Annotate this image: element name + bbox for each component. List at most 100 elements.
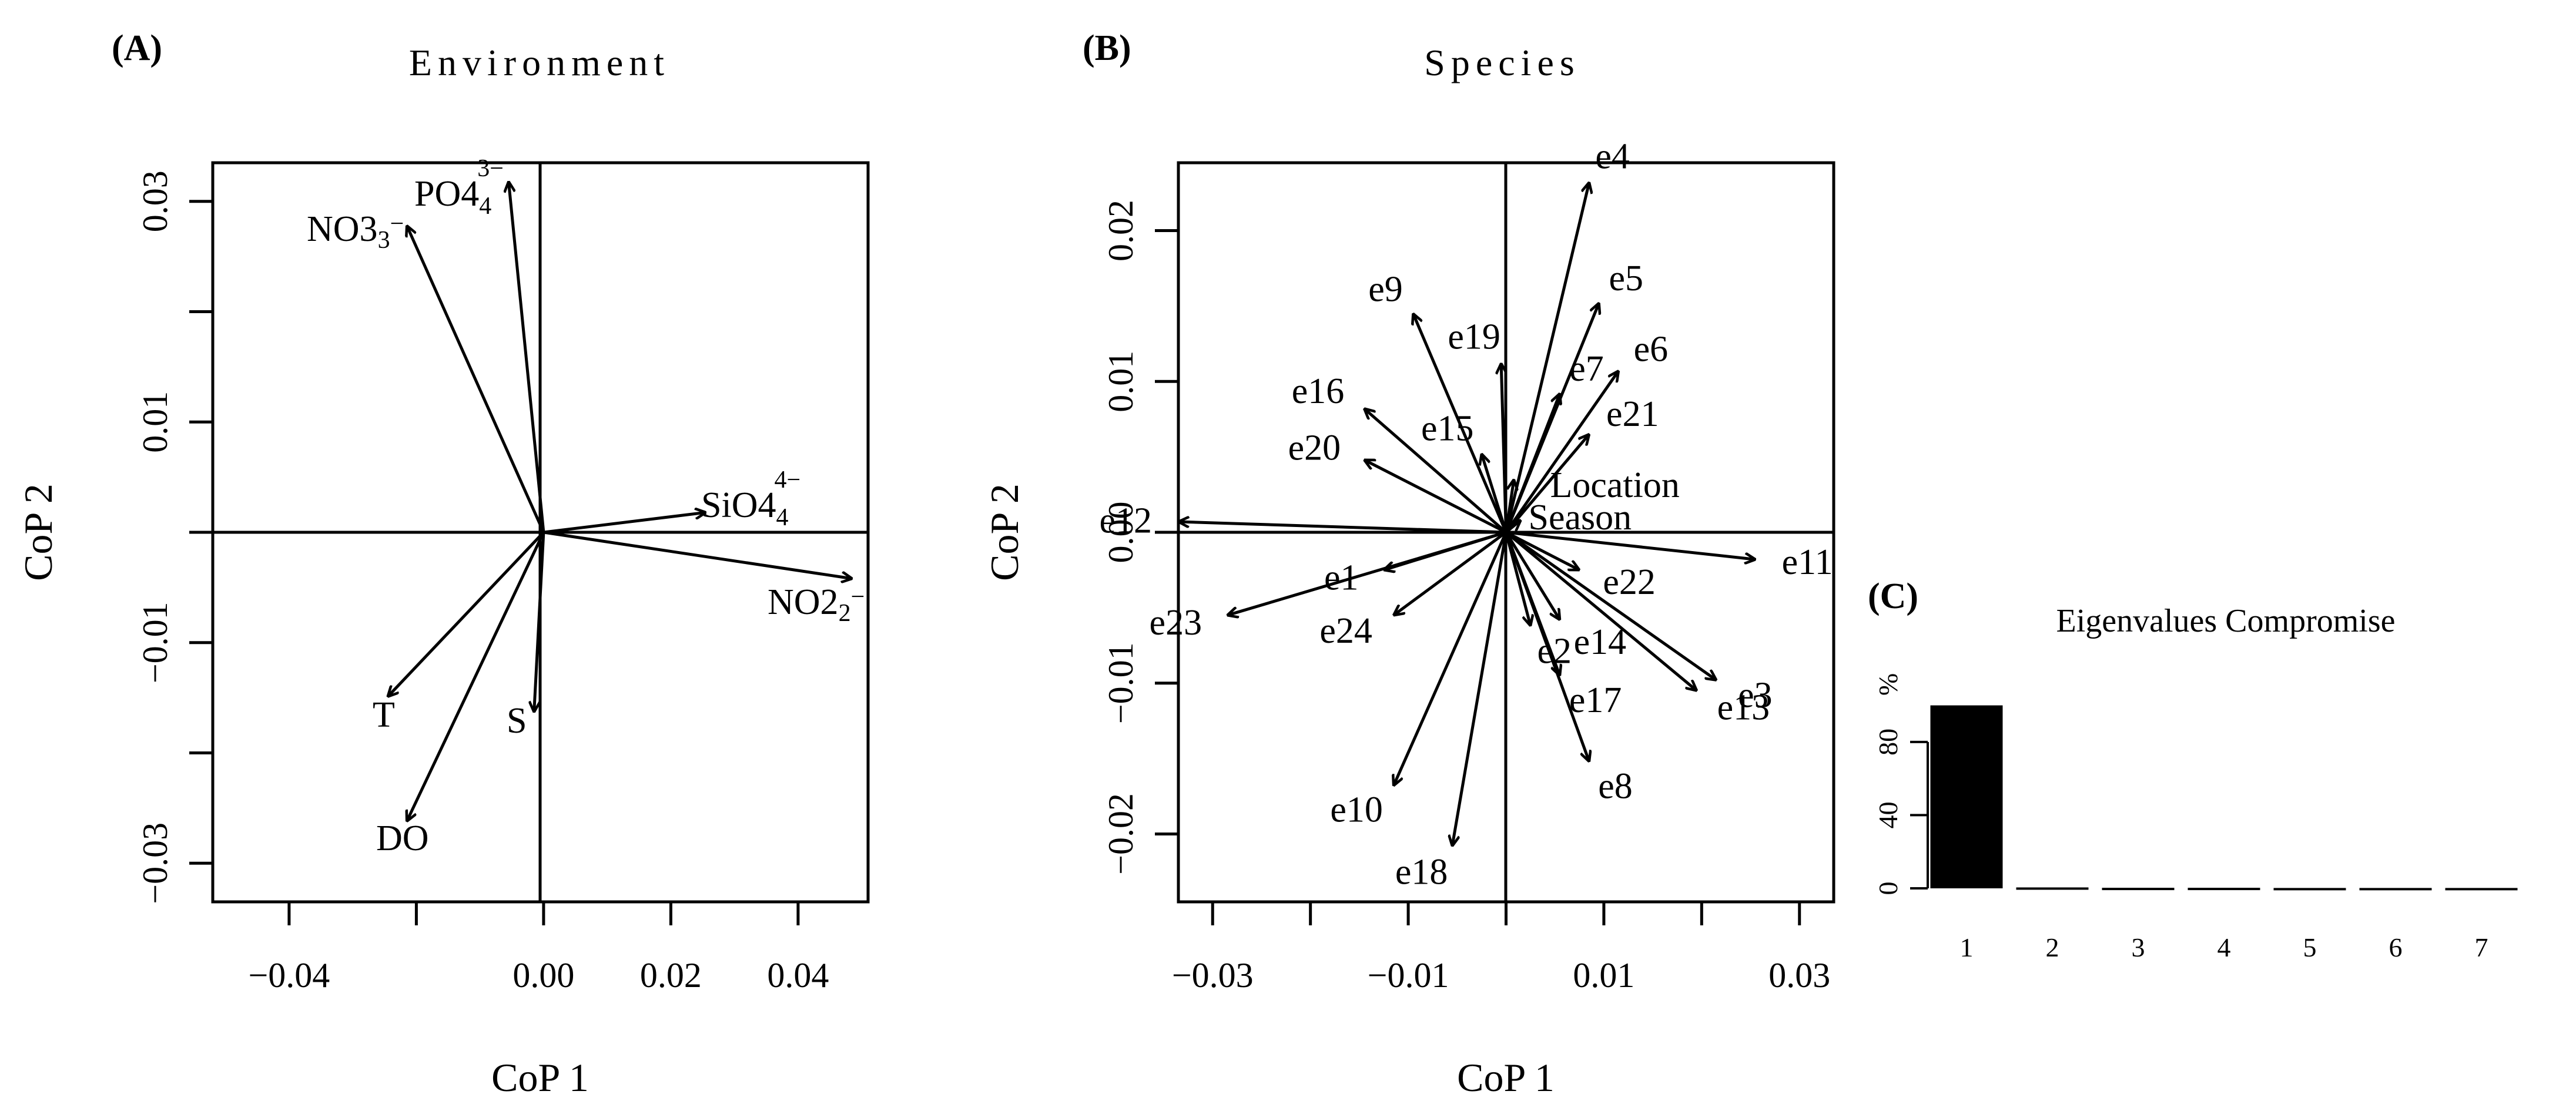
- panel-a-environment: (A) Environment −0.04 0.00 0.02 0.04 −0.03−…: [16, 28, 870, 1100]
- vector-arrow-e11: [1506, 531, 1756, 559]
- vector-arrow-e13: [1505, 531, 1697, 691]
- vector-arrow-e14: [1505, 531, 1560, 620]
- x-tick-label: −0.04: [248, 956, 330, 995]
- vector-label-e5: e5: [1609, 259, 1643, 298]
- panel-b-y-axis: −0.02 −0.01 0.00 0.01 0.02: [1101, 200, 1178, 875]
- vector-label-e19: e19: [1448, 317, 1500, 357]
- y-tick-label: −0.02: [1101, 793, 1140, 875]
- panel-c-title: Eigenvalues Compromise: [2056, 603, 2395, 639]
- panel-c-bars: [1930, 705, 2518, 891]
- x-tick-label: 0.00: [512, 956, 574, 995]
- panel-c-letter: (C): [1868, 576, 1918, 616]
- panel-a-vector-labels: NO33− PO443− SiO444− NO22− T S DO: [307, 155, 865, 858]
- vector-label-e22: e22: [1603, 562, 1656, 602]
- vector-arrow-no3: [407, 226, 545, 533]
- panel-b-letter: (B): [1083, 28, 1131, 68]
- vector-label-e16: e16: [1292, 371, 1345, 411]
- y-tick-label: −0.01: [1101, 642, 1140, 724]
- vector-label-e3: e3: [1738, 675, 1773, 715]
- panel-a-y-label: CoP 2: [16, 484, 61, 581]
- panel-a-x-label: CoP 1: [491, 1055, 589, 1100]
- y-tick-label: 0.02: [1101, 200, 1140, 261]
- panel-b-species: (B) Species −0.03 −0.01 0.01 0.03 −0.02 −0.0…: [982, 28, 1835, 1100]
- vector-arrow-sio4: [543, 512, 706, 534]
- vector-arrow-season: [1505, 520, 1521, 533]
- panel-b-title: Species: [1424, 42, 1580, 83]
- vector-label-e7: e7: [1569, 349, 1604, 389]
- x-tick-label: 4: [2217, 932, 2231, 962]
- x-tick-label: 3: [2132, 932, 2145, 962]
- vector-arrow-e4: [1505, 182, 1589, 533]
- panel-a-y-axis: −0.03 −0.01 0.01 0.03: [136, 170, 213, 904]
- x-tick-label: 7: [2475, 932, 2488, 962]
- vector-arrow-e20: [1364, 460, 1507, 534]
- panel-a-x-axis: −0.04 0.00 0.02 0.04: [248, 900, 829, 995]
- panel-b-x-label: CoP 1: [1457, 1055, 1555, 1100]
- vector-arrow-e17: [1505, 532, 1560, 676]
- eigen-bar-4: [2188, 888, 2260, 891]
- vector-label-e14: e14: [1574, 622, 1627, 662]
- vector-label-e12: e12: [1099, 501, 1152, 541]
- label-no2: NO22−: [768, 582, 865, 627]
- vector-label-location: Location: [1550, 465, 1680, 505]
- vector-label-e21: e21: [1606, 394, 1659, 434]
- x-tick-label: 0.04: [767, 956, 829, 995]
- x-tick-label: −0.03: [1172, 956, 1254, 995]
- panel-b-y-label: CoP 2: [982, 484, 1027, 581]
- label-t: T: [373, 695, 395, 735]
- vector-label-e17: e17: [1569, 680, 1622, 720]
- x-tick-label: 5: [2303, 932, 2317, 962]
- vector-label-e6: e6: [1634, 329, 1669, 369]
- y-tick-label: 40: [1873, 801, 1903, 828]
- vector-label-e23: e23: [1150, 603, 1202, 643]
- x-tick-label: 6: [2389, 932, 2403, 962]
- panel-a-vectors: [388, 182, 852, 821]
- x-tick-label: 0.02: [640, 956, 702, 995]
- vector-label-e2: e2: [1537, 632, 1572, 672]
- vector-arrow-po4: [508, 182, 545, 533]
- panel-b-vector-labels: e1 e2 e3 e4 e5 e6 e7 e8 e9 e10 e11 e12 e13 e14 e15 e16 e…: [1099, 137, 1833, 892]
- vector-label-e20: e20: [1288, 428, 1341, 468]
- vector-arrow-e21: [1505, 434, 1589, 533]
- label-sio4: SiO444−: [701, 466, 800, 531]
- vector-arrow-e3: [1505, 531, 1717, 680]
- panel-c-eigenvalues: (C) Eigenvalues Compromise 0 40 80% 1 2 3 4 5 6…: [1868, 576, 2518, 962]
- panel-b-x-axis: −0.03 −0.01 0.01 0.03: [1172, 900, 1830, 995]
- vector-label-e4: e4: [1595, 137, 1630, 177]
- vector-label-e1: e1: [1324, 558, 1359, 598]
- vector-arrow-e15: [1482, 454, 1508, 533]
- vector-label-e11: e11: [1782, 542, 1833, 582]
- vector-arrow-no2: [543, 531, 852, 579]
- panel-a-letter: (A): [112, 28, 162, 68]
- y-tick-label: 0.01: [1101, 351, 1140, 412]
- vector-label-e18: e18: [1395, 852, 1448, 892]
- vector-label-e24: e24: [1319, 611, 1372, 651]
- panel-c-y-axis: 0 40 80%: [1873, 673, 1929, 895]
- vector-arrow-e2: [1505, 532, 1531, 626]
- vector-arrow-e10: [1393, 531, 1508, 786]
- vector-arrow-e22: [1505, 531, 1580, 570]
- y-tick-label: 0.03: [136, 170, 175, 232]
- label-do: DO: [376, 818, 429, 858]
- label-no3: NO33−: [307, 209, 404, 254]
- eigen-bar-2: [2016, 887, 2089, 890]
- vector-arrow-t: [388, 531, 545, 697]
- label-s: S: [507, 701, 527, 741]
- vector-label-season: Season: [1529, 498, 1632, 538]
- vector-arrow-e9: [1413, 314, 1508, 533]
- label-po4: PO443−: [414, 155, 504, 220]
- x-tick-label: 0.03: [1768, 956, 1830, 995]
- eigen-bar-6: [2359, 888, 2432, 891]
- vector-arrow-e23: [1227, 531, 1507, 615]
- x-tick-label: −0.01: [1368, 956, 1449, 995]
- vector-label-e9: e9: [1368, 269, 1403, 309]
- vector-label-e15: e15: [1421, 409, 1474, 449]
- eigen-bar-1: [1930, 705, 2003, 888]
- eigen-bar-3: [2102, 888, 2175, 891]
- panel-b-vectors: [1178, 182, 1756, 846]
- vector-label-e8: e8: [1598, 767, 1633, 807]
- vector-arrow-e6: [1505, 371, 1619, 533]
- vector-arrow-location: [1505, 479, 1514, 533]
- panel-a-title: Environment: [409, 42, 670, 83]
